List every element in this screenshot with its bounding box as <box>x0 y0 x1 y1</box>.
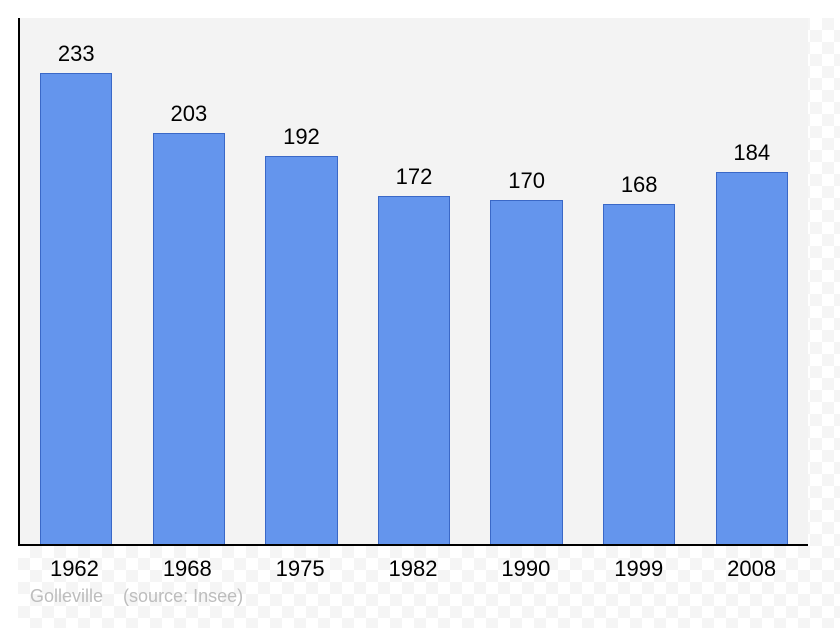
bar <box>603 204 675 544</box>
chart-caption: Golleville (source: Insee) <box>30 586 243 607</box>
bar <box>490 200 562 544</box>
bar-slot: 170 <box>470 18 583 544</box>
x-axis-label: 1968 <box>131 556 244 582</box>
caption-place: Golleville <box>30 586 103 606</box>
bar-value-label: 184 <box>695 140 808 166</box>
chart-canvas: 233203192172170168184 196219681975198219… <box>0 0 840 628</box>
bar <box>153 133 225 544</box>
x-axis-label: 1962 <box>18 556 131 582</box>
bar <box>716 172 788 544</box>
caption-source: (source: Insee) <box>123 586 243 606</box>
bar-value-label: 170 <box>470 168 583 194</box>
bar <box>265 156 337 544</box>
x-axis-label: 1982 <box>357 556 470 582</box>
bar-value-label: 203 <box>133 101 246 127</box>
bar-slot: 168 <box>583 18 696 544</box>
bar-slot: 233 <box>20 18 133 544</box>
bar-value-label: 168 <box>583 172 696 198</box>
bar-value-label: 172 <box>358 164 471 190</box>
bar-value-label: 192 <box>245 124 358 150</box>
x-axis-labels: 1962196819751982199019992008 <box>18 556 808 582</box>
x-axis-label: 1999 <box>582 556 695 582</box>
plot-area: 233 203192172170168 184 <box>18 18 808 546</box>
x-axis-label: 1990 <box>469 556 582 582</box>
bar-slot: 172 <box>358 18 471 544</box>
bars-container: 233 203192172170168 184 <box>20 18 808 544</box>
bar-slot: 203 <box>133 18 246 544</box>
bar-value-label: 233 <box>20 41 133 67</box>
bar-slot: 192 <box>245 18 358 544</box>
bar-slot: 184 <box>695 18 808 544</box>
bar <box>40 73 112 544</box>
x-axis-label: 1975 <box>244 556 357 582</box>
bar <box>378 196 450 544</box>
x-axis-label: 2008 <box>695 556 808 582</box>
